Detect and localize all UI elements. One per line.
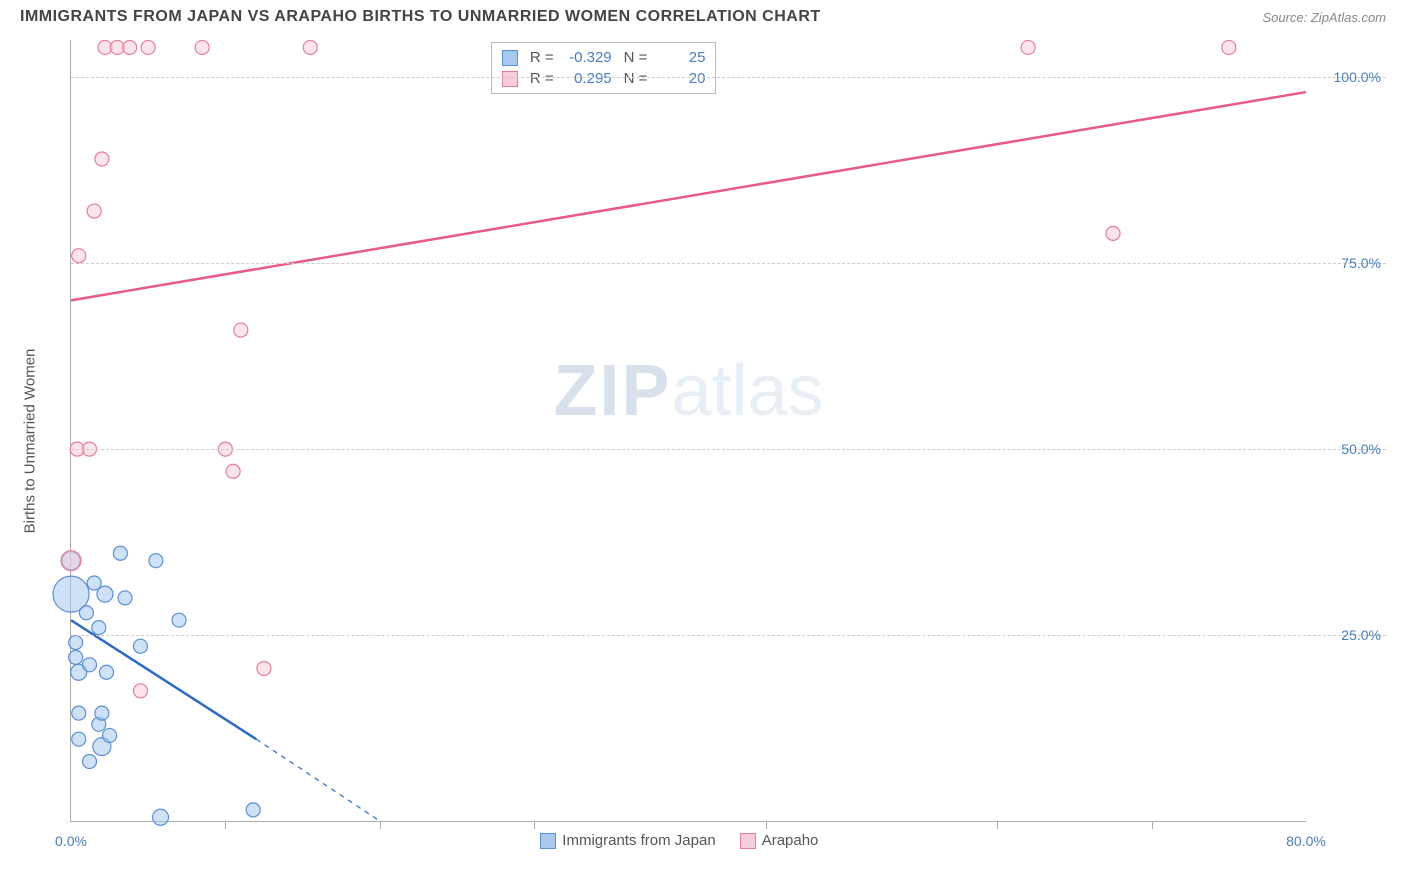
xtick-label: 80.0% <box>1286 833 1326 849</box>
stat-r-value-1: -0.329 <box>562 47 612 68</box>
legend-swatch-pink <box>502 71 518 87</box>
scatter-point <box>1106 226 1120 240</box>
plot-svg <box>71 40 1306 821</box>
chart-container: Births to Unmarried Women ZIPatlas R = -… <box>50 40 1386 842</box>
scatter-point <box>87 576 101 590</box>
scatter-point <box>118 591 132 605</box>
scatter-point <box>172 613 186 627</box>
legend-stats-box: R = -0.329 N = 25 R = 0.295 N = 20 <box>491 42 717 94</box>
gridline-h <box>71 635 1386 636</box>
xtick <box>225 821 226 829</box>
scatter-point <box>153 809 169 825</box>
scatter-point <box>149 554 163 568</box>
scatter-point <box>103 728 117 742</box>
trend-line <box>71 92 1306 300</box>
bottom-swatch-pink <box>740 833 756 849</box>
bottom-legend-label-1: Immigrants from Japan <box>562 832 715 849</box>
scatter-point <box>79 606 93 620</box>
scatter-point <box>246 803 260 817</box>
ytick-label: 75.0% <box>1341 255 1381 271</box>
scatter-point <box>69 650 83 664</box>
stat-n-value-2: 20 <box>655 68 705 89</box>
scatter-point <box>133 684 147 698</box>
scatter-point <box>83 754 97 768</box>
scatter-point <box>83 658 97 672</box>
scatter-point <box>123 40 137 54</box>
scatter-point <box>61 551 81 571</box>
scatter-point <box>100 665 114 679</box>
gridline-h <box>71 77 1386 78</box>
scatter-point <box>234 323 248 337</box>
xtick <box>997 821 998 829</box>
chart-header: IMMIGRANTS FROM JAPAN VS ARAPAHO BIRTHS … <box>0 0 1406 30</box>
stat-n-label: N = <box>624 47 648 68</box>
legend-swatch-blue <box>502 50 518 66</box>
bottom-legend: Immigrants from Japan Arapaho <box>540 832 818 849</box>
scatter-point <box>226 464 240 478</box>
trend-line-dashed <box>256 739 380 821</box>
bottom-legend-item-2: Arapaho <box>740 832 819 849</box>
bottom-legend-label-2: Arapaho <box>762 832 819 849</box>
xtick-label: 0.0% <box>55 833 87 849</box>
scatter-point <box>303 40 317 54</box>
scatter-point <box>92 621 106 635</box>
scatter-point <box>1021 40 1035 54</box>
chart-title: IMMIGRANTS FROM JAPAN VS ARAPAHO BIRTHS … <box>20 8 821 26</box>
scatter-point <box>69 635 83 649</box>
xtick <box>1152 821 1153 829</box>
gridline-h <box>71 449 1386 450</box>
scatter-point <box>87 204 101 218</box>
stat-n-label: N = <box>624 68 648 89</box>
scatter-point <box>97 586 113 602</box>
y-axis-label: Births to Unmarried Women <box>22 349 39 534</box>
scatter-point <box>1222 40 1236 54</box>
ytick-label: 100.0% <box>1334 69 1381 85</box>
xtick <box>534 821 535 829</box>
scatter-point <box>133 639 147 653</box>
stat-r-label: R = <box>530 47 554 68</box>
scatter-point <box>95 706 109 720</box>
scatter-point <box>72 732 86 746</box>
xtick <box>766 821 767 829</box>
bottom-swatch-blue <box>540 833 556 849</box>
ytick-label: 25.0% <box>1341 627 1381 643</box>
stat-r-value-2: 0.295 <box>562 68 612 89</box>
legend-stats-row-1: R = -0.329 N = 25 <box>502 47 706 68</box>
xtick <box>380 821 381 829</box>
scatter-point <box>257 662 271 676</box>
source-attribution: Source: ZipAtlas.com <box>1262 10 1386 25</box>
scatter-point <box>72 706 86 720</box>
stat-r-label: R = <box>530 68 554 89</box>
ytick-label: 50.0% <box>1341 441 1381 457</box>
scatter-point <box>95 152 109 166</box>
scatter-point <box>141 40 155 54</box>
plot-area: ZIPatlas R = -0.329 N = 25 R = 0.295 N =… <box>70 40 1306 822</box>
scatter-point <box>195 40 209 54</box>
bottom-legend-item-1: Immigrants from Japan <box>540 832 715 849</box>
scatter-point <box>113 546 127 560</box>
legend-stats-row-2: R = 0.295 N = 20 <box>502 68 706 89</box>
scatter-point <box>72 249 86 263</box>
gridline-h <box>71 263 1386 264</box>
stat-n-value-1: 25 <box>655 47 705 68</box>
